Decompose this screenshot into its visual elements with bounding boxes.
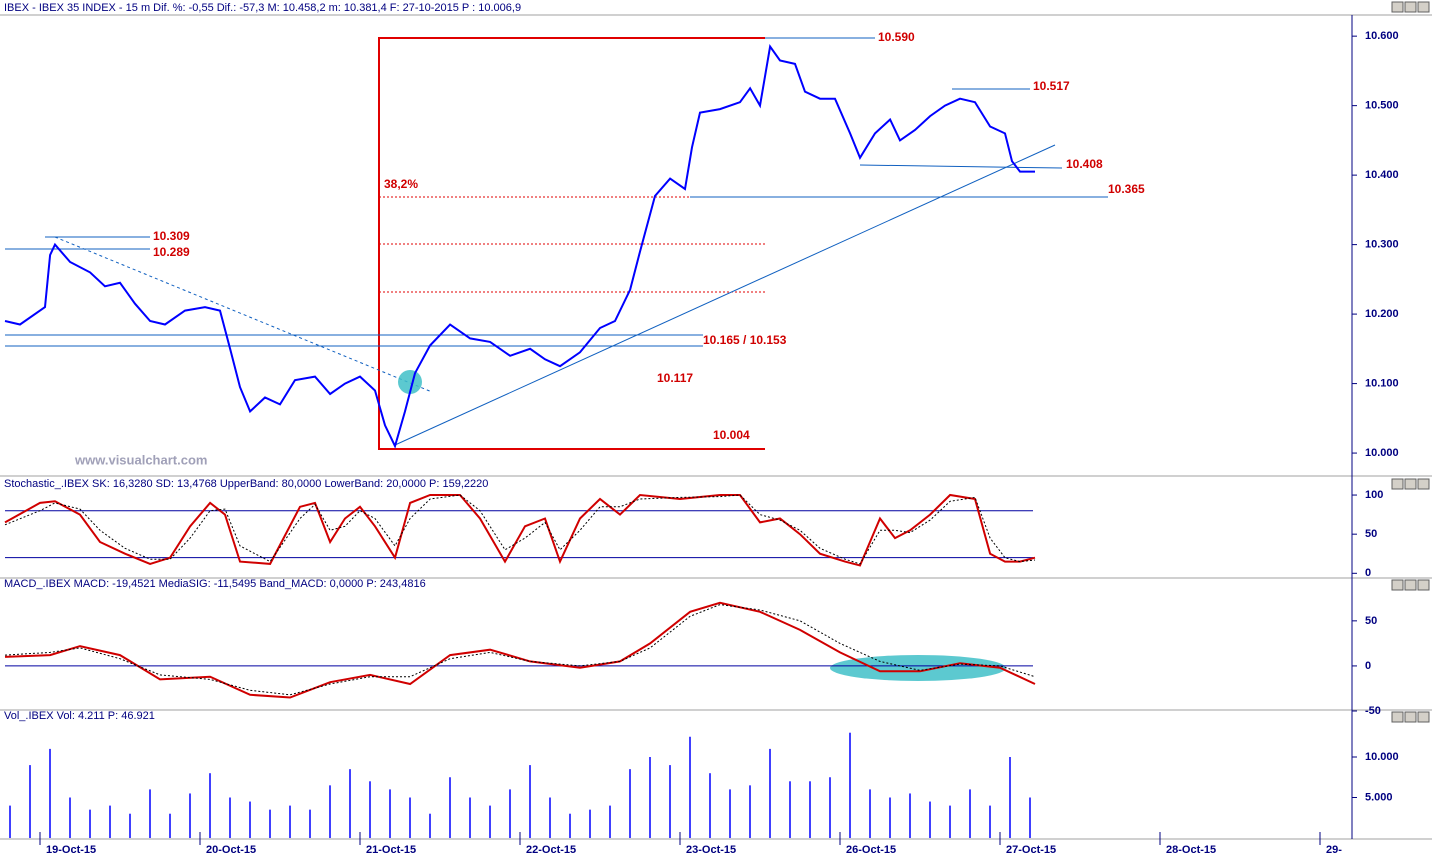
annotation: www.visualchart.com [74, 452, 207, 467]
x-tick-label: 21-Oct-15 [366, 844, 416, 856]
x-tick-label: 27-Oct-15 [1006, 844, 1056, 856]
panel-title: Vol_.IBEX Vol: 4.211 P: 46.921 [4, 710, 155, 722]
series-line [4, 493, 1036, 567]
annotation: 10.004 [713, 428, 750, 442]
annotation: 10.365 [1108, 182, 1145, 196]
y-tick-label: 10.600 [1365, 30, 1399, 42]
annotation: 10.289 [153, 245, 190, 259]
series-line [4, 494, 1036, 565]
x-tick-label: 26-Oct-15 [846, 844, 896, 856]
y-tick-label: 10.000 [1365, 751, 1399, 763]
x-tick-label: 29- [1326, 844, 1342, 856]
y-tick-label: -50 [1365, 705, 1381, 717]
annotation: 10.309 [153, 229, 190, 243]
window-buttons[interactable] [1391, 1, 1430, 723]
y-tick-label: 100 [1365, 489, 1383, 501]
annotation: 10.408 [1066, 157, 1103, 171]
panel-title: Stochastic_.IBEX SK: 16,3280 SD: 13,4768… [4, 478, 488, 490]
annotation: 10.517 [1033, 79, 1070, 93]
annotation: 10.165 / 10.153 [703, 333, 787, 347]
panel-title: IBEX - IBEX 35 INDEX - 15 m Dif. %: -0,5… [4, 2, 521, 14]
annotation: 38,2% [384, 177, 418, 191]
y-tick-label: 50 [1365, 528, 1377, 540]
y-tick-label: 10.500 [1365, 100, 1399, 112]
y-tick-label: 10.100 [1365, 377, 1399, 389]
y-tick-label: 10.200 [1365, 308, 1399, 320]
y-tick-label: 50 [1365, 615, 1377, 627]
panel-title: MACD_.IBEX MACD: -19,4521 MediaSIG: -11,… [4, 578, 426, 590]
x-tick-label: 20-Oct-15 [206, 844, 256, 856]
annotation: 10.117 [657, 371, 693, 385]
y-tick-label: 10.300 [1365, 239, 1399, 251]
drawings [5, 37, 1108, 681]
x-tick-label: 19-Oct-15 [46, 844, 96, 856]
y-tick-label: 0 [1365, 567, 1371, 579]
x-tick-label: 23-Oct-15 [686, 844, 736, 856]
y-tick-label: 10.000 [1365, 447, 1399, 459]
x-tick-label: 28-Oct-15 [1166, 844, 1216, 856]
y-tick-label: 0 [1365, 660, 1371, 672]
panel-frames [0, 14, 1432, 840]
y-tick-label: 5.000 [1365, 791, 1393, 803]
annotation: 10.590 [878, 30, 915, 44]
y-tick-label: 10.400 [1365, 169, 1399, 181]
x-tick-label: 22-Oct-15 [526, 844, 576, 856]
series-line [4, 604, 1036, 696]
series-line [4, 44, 1035, 449]
series-line [4, 601, 1036, 699]
